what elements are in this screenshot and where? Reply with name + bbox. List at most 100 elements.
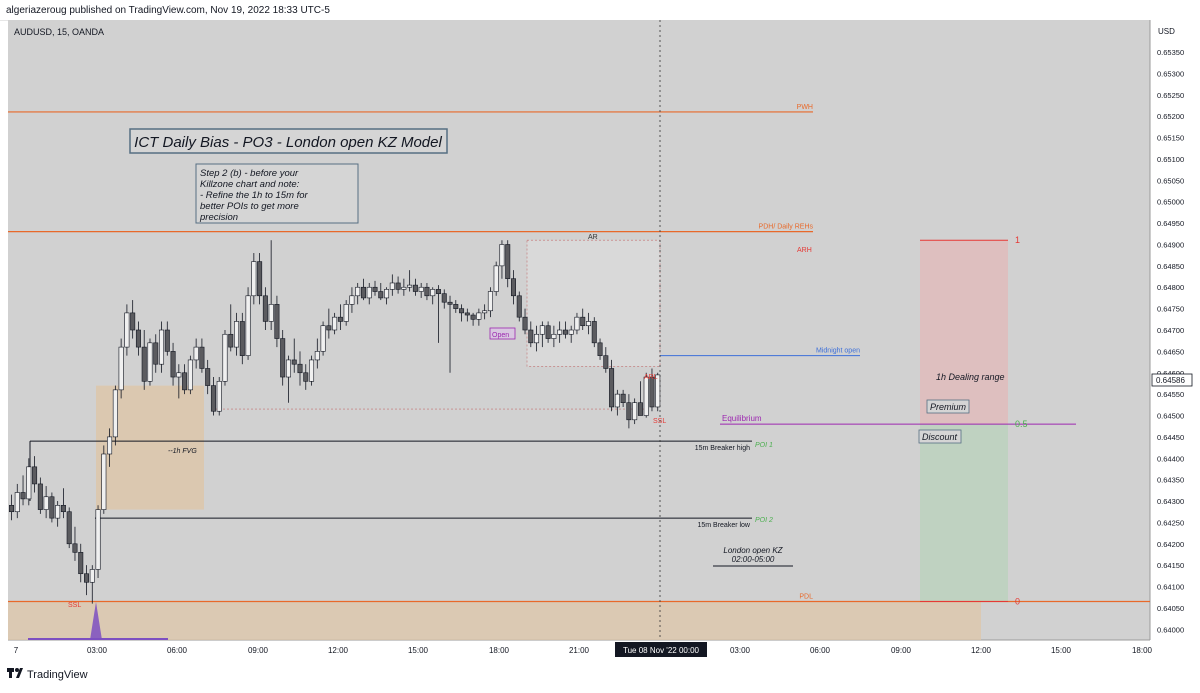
price-tick-label: 0.64850 — [1157, 262, 1184, 271]
tradingview-logo-icon — [7, 668, 23, 678]
candle-body — [447, 301, 453, 305]
candle-body — [337, 316, 343, 322]
fvg-label: --1h FVG — [168, 448, 197, 455]
price-tick-label: 0.65300 — [1157, 69, 1184, 78]
candle-body — [580, 316, 586, 327]
candle-body — [118, 346, 124, 391]
candle-body — [562, 329, 568, 335]
title-box[interactable]: ICT Daily Bias - PO3 - London open KZ Mo… — [129, 128, 448, 154]
candle-body — [441, 293, 447, 303]
candle-body — [395, 282, 401, 290]
time-tick-label: 12:00 — [971, 646, 992, 655]
note-line: - Refine the 1h to 15m for — [200, 190, 309, 201]
note-line: Step 2 (b) - before your — [200, 168, 299, 179]
candle-body — [222, 333, 228, 382]
candle-body — [591, 321, 597, 344]
symbol-label: AUDUSD, 15, OANDA — [14, 27, 104, 37]
note-box[interactable]: Step 2 (b) - before your Killzone chart … — [195, 163, 359, 224]
candle-body — [187, 359, 193, 391]
kz-time-label: 02:00-05:00 — [732, 555, 775, 564]
price-tick-label: 0.64050 — [1157, 604, 1184, 613]
price-tick-label: 0.64650 — [1157, 347, 1184, 356]
discount-zone — [920, 424, 1008, 602]
candle-body — [130, 312, 136, 331]
discount-box — [918, 429, 962, 444]
candle-body — [505, 244, 511, 279]
candle-body — [164, 329, 170, 352]
ssl-marker — [90, 602, 102, 640]
publisher-header: algeriazeroug published on TradingView.c… — [6, 5, 330, 16]
candle-body — [545, 325, 551, 339]
level-label: Midnight open — [816, 348, 860, 355]
candle-body — [182, 372, 188, 391]
candle-body — [72, 543, 78, 553]
price-tick-label: 0.64500 — [1157, 412, 1184, 421]
time-axis-ticks: 7 03:00 06:00 09:00 12:00 15:00 18:00 21:00 03:0… — [14, 646, 1153, 655]
candle-body — [124, 312, 130, 348]
price-tick-label: 0.65250 — [1157, 91, 1184, 100]
level-label: PDL — [799, 594, 813, 601]
note-line: precision — [199, 212, 238, 223]
candle-body — [424, 286, 430, 297]
levels-layer: PWH PDH/ Daily REHs PDL Midnight open Equili… — [8, 104, 1150, 607]
price-axis[interactable] — [1150, 20, 1200, 660]
footer-brand: TradingView — [27, 669, 88, 681]
candle-body — [297, 363, 303, 374]
time-tick-label: 03:00 — [730, 646, 751, 655]
zones-layer — [8, 239, 1008, 640]
candle-body — [112, 389, 118, 438]
candle-body — [632, 402, 638, 421]
arl-label: ARL — [644, 374, 658, 381]
candle-body — [107, 436, 113, 455]
price-tick-label: 0.65200 — [1157, 112, 1184, 121]
annotations-layer: AR ARH ARL SSL SSL Open --1h FVG POI 1 P… — [68, 234, 1005, 609]
price-tick-label: 0.65000 — [1157, 198, 1184, 207]
volume-strip — [28, 638, 168, 640]
candle-body — [510, 278, 516, 297]
candle-body — [499, 244, 505, 267]
time-axis[interactable] — [8, 640, 1150, 660]
price-tick-label: 0.64550 — [1157, 390, 1184, 399]
candles-layer — [9, 240, 661, 604]
candle-body — [464, 312, 470, 316]
time-tick-label: 06:00 — [167, 646, 188, 655]
open-label: Open — [492, 332, 509, 339]
candle-body — [216, 381, 222, 412]
candle-body — [343, 304, 349, 322]
dealing-range-label: 1h Dealing range — [936, 372, 1005, 382]
level-label: 15m Breaker high — [695, 445, 750, 452]
candle-body — [309, 359, 315, 382]
candle-body — [528, 329, 534, 344]
current-price-label: 0.64586 — [1156, 376, 1185, 385]
candle-body — [60, 505, 66, 513]
candle-body — [551, 333, 557, 339]
price-tick-label: 0.65150 — [1157, 134, 1184, 143]
premium-box — [926, 399, 970, 414]
price-tick-label: 0.64700 — [1157, 326, 1184, 335]
candle-body — [568, 329, 574, 335]
candle-body — [574, 316, 580, 331]
time-tick-label: 03:00 — [87, 646, 108, 655]
candle-body — [78, 552, 84, 575]
time-tick-label: 15:00 — [1051, 646, 1072, 655]
pdl-zone — [8, 601, 981, 640]
candle-body — [637, 402, 643, 416]
open-tag — [489, 327, 516, 340]
candle-body — [153, 342, 159, 365]
arh-label: ARH — [797, 247, 812, 254]
candle-body — [26, 466, 32, 500]
premium-label: Premium — [930, 402, 967, 412]
candle-body — [597, 342, 603, 356]
candle-body — [251, 261, 257, 297]
candle-body — [378, 291, 384, 299]
candle-body — [643, 376, 649, 416]
price-tick-label: 0.64350 — [1157, 476, 1184, 485]
candle-body — [205, 368, 211, 386]
candle-body — [539, 325, 545, 335]
price-tick-label: 0.65100 — [1157, 155, 1184, 164]
candle-body — [32, 466, 38, 485]
time-tick-label: 18:00 — [489, 646, 510, 655]
level-label: 15m Breaker low — [697, 522, 750, 529]
